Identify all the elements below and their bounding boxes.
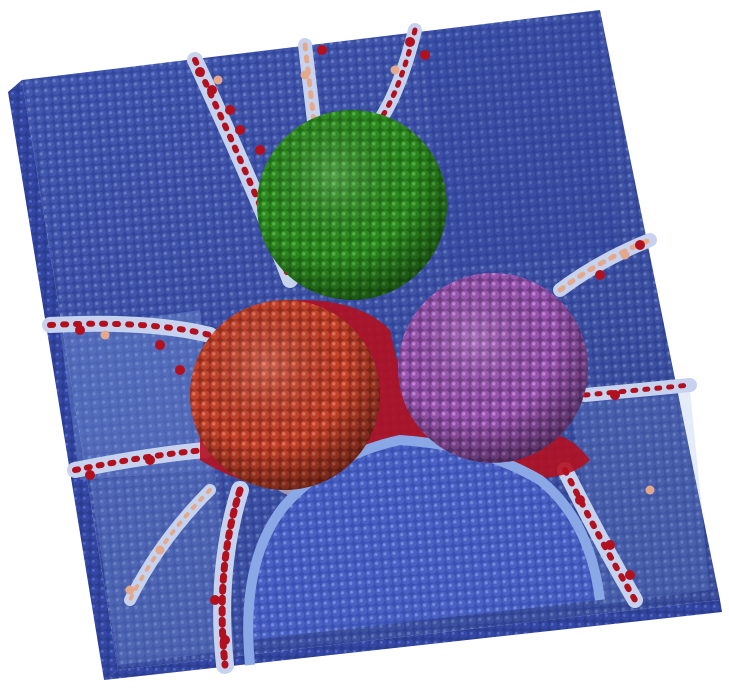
purple-sphere (398, 273, 588, 463)
lower-grain (243, 434, 605, 666)
scattered-pale-atoms (100, 65, 655, 595)
green-sphere (257, 110, 447, 300)
slab-side-faces (8, 80, 722, 680)
red-sphere (190, 300, 380, 490)
scattered-defect-atoms (75, 37, 645, 645)
